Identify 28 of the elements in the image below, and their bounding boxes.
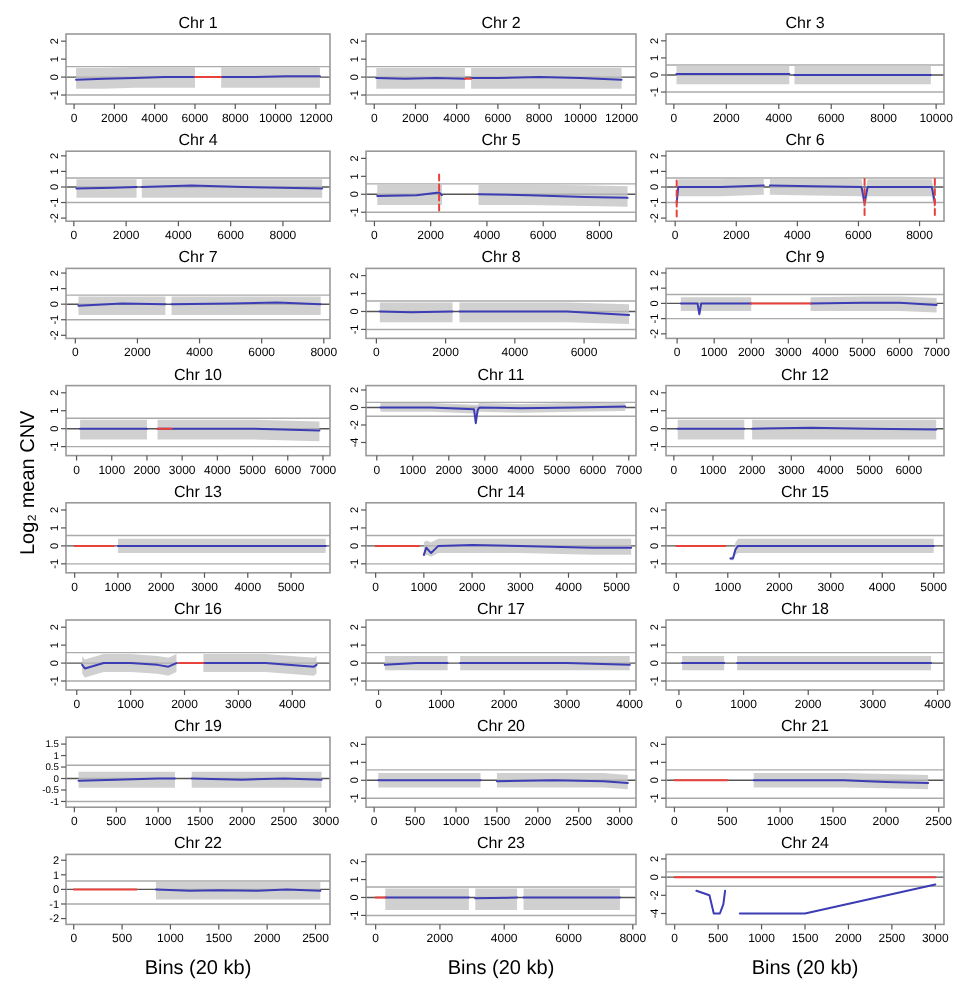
chart-title: Chr 4 xyxy=(178,131,219,150)
chart-title: Chr 15 xyxy=(780,482,831,501)
chart-title: Chr 11 xyxy=(477,365,526,384)
chart-title: Chr 7 xyxy=(178,248,219,267)
x-axis-title: Bins (20 kb) xyxy=(144,958,252,980)
y-axis-title: Log₂ mean CNV xyxy=(18,409,40,556)
x-axis-title: Bins (20 kb) xyxy=(751,958,859,980)
chart-title: Chr 1 xyxy=(178,14,219,32)
chart-title: Chr 23 xyxy=(476,834,527,853)
chart-title: Chr 9 xyxy=(785,248,826,267)
chart-title: Chr 12 xyxy=(780,365,831,384)
chart-title: Chr 21 xyxy=(780,717,831,736)
chart-title: Chr 17 xyxy=(476,600,527,618)
chart-title: Chr 5 xyxy=(481,131,522,150)
chart-title: Chr 3 xyxy=(785,14,826,32)
x-axis-title: Bins (20 kb) xyxy=(447,958,555,980)
chart-title: Chr 20 xyxy=(476,717,527,736)
chart-title: Chr 22 xyxy=(173,834,224,853)
chart-title: Chr 14 xyxy=(476,482,527,501)
chart-title: Chr 19 xyxy=(173,717,224,736)
chart-title: Chr 13 xyxy=(173,482,224,501)
chart-title: Chr 2 xyxy=(481,14,522,32)
chart-title: Chr 10 xyxy=(173,365,224,384)
chart-title: Chr 16 xyxy=(173,600,224,618)
chart-title: Chr 6 xyxy=(785,131,826,150)
chart-title: Chr 18 xyxy=(780,600,831,618)
chart-title: Chr 8 xyxy=(481,248,522,267)
chart-title: Chr 24 xyxy=(780,834,831,853)
